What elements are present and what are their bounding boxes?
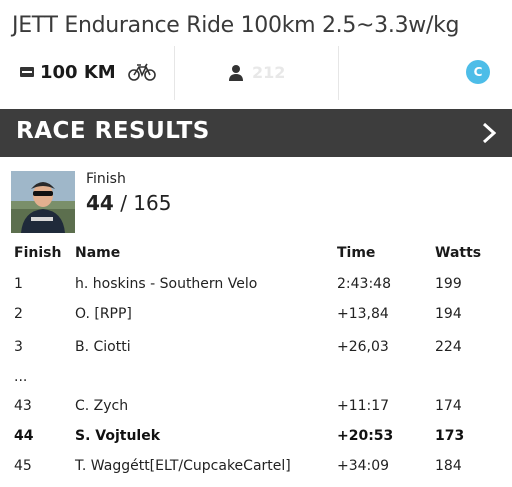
cell-finish: 45: [14, 458, 32, 474]
stats-divider: [338, 46, 339, 100]
cell-watts: 174: [435, 398, 462, 414]
position-value: 44: [86, 191, 114, 215]
cell-name: C. Zych: [75, 398, 129, 414]
category-badge: C: [466, 60, 490, 84]
person-icon: [229, 64, 243, 81]
rider-count-stat: 212: [228, 63, 285, 82]
cell-finish: 44: [14, 428, 34, 444]
column-header-watts: Watts: [435, 245, 482, 261]
cell-watts: 184: [435, 458, 462, 474]
cell-name: h. hoskins - Southern Velo: [75, 276, 258, 292]
column-header-time: Time: [337, 245, 376, 261]
cell-watts: 194: [435, 306, 462, 322]
table-row-ellipsis: ...: [0, 369, 512, 391]
stats-divider: [174, 46, 175, 100]
cell-finish: 43: [14, 398, 32, 414]
total-riders: 165: [133, 191, 172, 215]
rider-avatar: [11, 171, 75, 233]
table-row[interactable]: 45 T. Waggétt[ELT/CupcakeCartel] +34:09 …: [0, 458, 512, 480]
distance-value: 100 KM: [40, 61, 116, 83]
table-row[interactable]: 43 C. Zych +11:17 174: [0, 398, 512, 420]
cell-time: +34:09: [337, 458, 390, 474]
table-row[interactable]: 2 O. [RPP] +13,84 194: [0, 306, 512, 328]
cell-watts: 199: [435, 276, 462, 292]
race-results-bar[interactable]: RACE RESULTS: [0, 109, 512, 157]
table-row[interactable]: 3 B. Ciotti +26,03 224: [0, 339, 512, 361]
cell-time: +13,84: [337, 306, 389, 322]
race-results-heading: RACE RESULTS: [16, 118, 210, 144]
chevron-right-icon[interactable]: [482, 122, 496, 144]
cell-name: B. Ciotti: [75, 339, 131, 355]
finish-label: Finish: [86, 171, 126, 187]
position-separator: /: [113, 191, 134, 215]
table-row[interactable]: 1 h. hoskins - Southern Velo 2:43:48 199: [0, 276, 512, 298]
cell-time: 2:43:48: [337, 276, 391, 292]
rider-count: 212: [252, 63, 286, 82]
cell-finish: 2: [14, 306, 23, 322]
cell-time: +20:53: [337, 428, 394, 444]
cell-name: S. Vojtulek: [75, 428, 161, 444]
cell-name: T. Waggétt[ELT/CupcakeCartel]: [75, 458, 291, 474]
finish-position: 44 / 165: [86, 191, 171, 215]
column-header-name: Name: [75, 245, 121, 261]
cell-name: O. [RPP]: [75, 306, 132, 322]
cell-finish: ...: [14, 369, 28, 385]
cell-finish: 3: [14, 339, 23, 355]
distance-icon: [20, 67, 34, 77]
column-header-finish: Finish: [14, 245, 62, 261]
distance-stat: 100 KM: [20, 59, 156, 85]
cell-watts: 173: [435, 428, 465, 444]
cell-time: +11:17: [337, 398, 390, 414]
cell-finish: 1: [14, 276, 23, 292]
event-title: JETT Endurance Ride 100km 2.5~3.3w/kg: [12, 13, 460, 38]
cell-time: +26,03: [337, 339, 389, 355]
cell-watts: 224: [435, 339, 462, 355]
bicycle-icon: [127, 63, 156, 81]
event-stats-row: 100 KM 212: [0, 46, 512, 100]
table-row-current-rider[interactable]: 44 S. Vojtulek +20:53 173: [0, 428, 512, 450]
